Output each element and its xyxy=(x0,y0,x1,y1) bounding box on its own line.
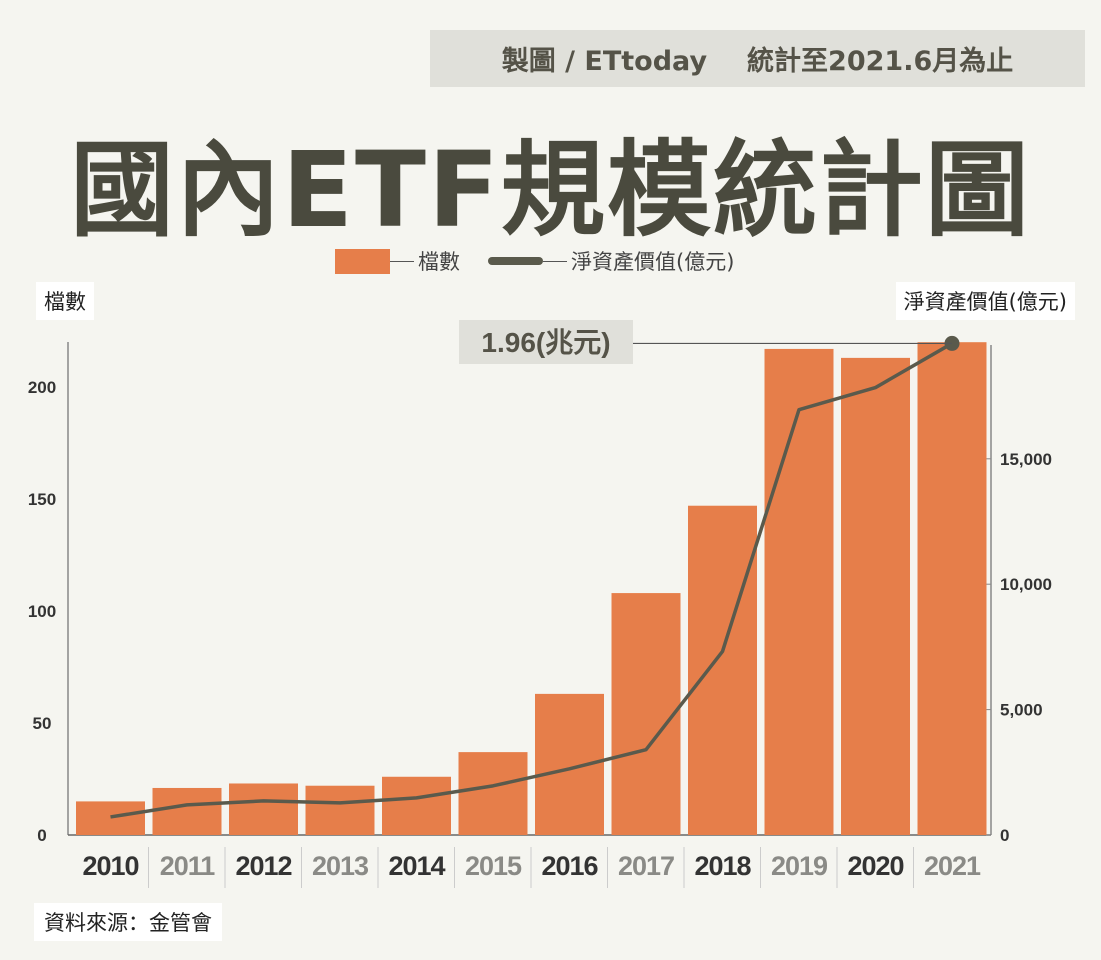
left-axis-label: 檔數 xyxy=(36,282,94,320)
left-tick-label: 100 xyxy=(28,602,56,621)
x-tick-label: 2019 xyxy=(771,851,828,881)
legend-connector xyxy=(543,260,567,262)
x-tick-label: 2018 xyxy=(694,851,751,881)
bar-2017 xyxy=(611,593,681,835)
legend-line-swatch xyxy=(488,257,543,265)
x-tick-label: 2013 xyxy=(312,851,369,881)
bar-2021 xyxy=(917,342,987,835)
legend-bar-swatch xyxy=(335,248,390,274)
left-tick-label: 0 xyxy=(37,826,46,845)
annotation-box xyxy=(459,320,633,364)
left-tick-label: 150 xyxy=(28,490,56,509)
stat-note: 統計至2021.6月為止 xyxy=(747,46,1014,77)
right-tick-label: 10,000 xyxy=(1000,575,1052,594)
legend: 檔數 淨資產價值(億元) xyxy=(335,246,734,276)
bar-2015 xyxy=(458,752,528,835)
x-tick-label: 2014 xyxy=(388,851,445,881)
legend-bar-label: 檔數 xyxy=(418,250,460,274)
right-tick-label: 0 xyxy=(1000,826,1009,845)
x-tick-label: 2011 xyxy=(160,851,216,881)
credit-text: 製圖 / ETtoday xyxy=(501,46,708,77)
left-tick-label: 200 xyxy=(28,378,56,397)
credit-banner: 製圖 / ETtoday 統計至2021.6月為止 xyxy=(430,30,1085,87)
bar-2018 xyxy=(688,505,757,835)
x-tick-label: 2010 xyxy=(82,851,138,881)
bar-2014 xyxy=(382,776,451,835)
annotation-label: 1.96(兆元) xyxy=(481,327,610,358)
bar-2019 xyxy=(764,348,834,835)
x-tick-label: 2021 xyxy=(924,851,981,881)
bar-2013 xyxy=(305,785,375,835)
bar-2012 xyxy=(229,783,298,835)
line-series xyxy=(110,341,953,819)
x-tick-label: 2020 xyxy=(847,851,903,881)
x-tick-label: 2012 xyxy=(235,851,291,881)
legend-connector xyxy=(390,260,414,262)
bar-2011 xyxy=(152,787,222,835)
bar-2020 xyxy=(841,357,910,835)
x-tick-label: 2016 xyxy=(541,851,598,881)
chart-title: 國內ETF規模統計圖 xyxy=(69,129,1032,251)
x-tick-label: 2017 xyxy=(618,851,674,881)
right-tick-label: 15,000 xyxy=(1000,450,1052,469)
source-note: 資料來源：金管會 xyxy=(34,903,222,941)
legend-line-label: 淨資產價值(億元) xyxy=(571,250,735,274)
left-tick-label: 50 xyxy=(33,714,52,733)
x-tick-label: 2015 xyxy=(465,851,522,881)
right-tick-label: 5,000 xyxy=(1000,701,1043,720)
right-axis-label: 淨資產價值(億元) xyxy=(895,282,1075,320)
bar-2010 xyxy=(76,801,145,835)
